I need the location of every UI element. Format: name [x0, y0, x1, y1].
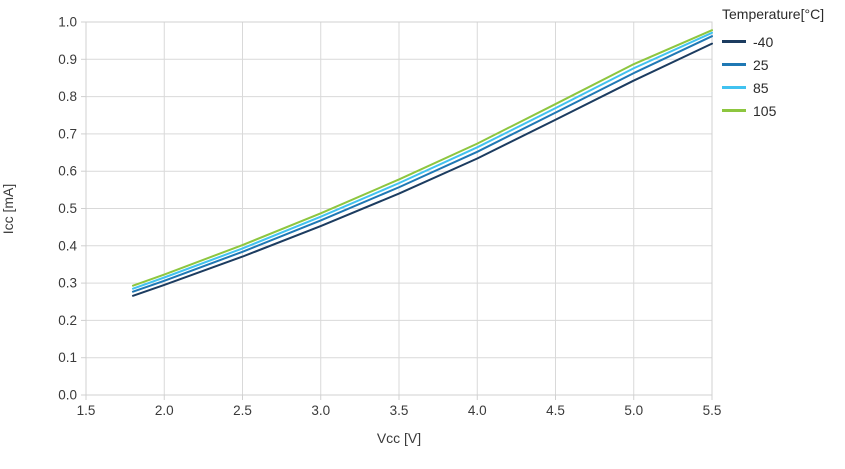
- x-tick-label: 2.0: [155, 403, 174, 418]
- y-axis-title: Icc [mA]: [0, 183, 16, 235]
- y-tick-label: 0.3: [58, 276, 77, 291]
- legend-label-25: 25: [753, 56, 769, 73]
- y-tick-label: 0.6: [58, 164, 77, 179]
- y-tick-label: 0.4: [58, 238, 77, 253]
- legend-item-25: 25: [722, 53, 842, 76]
- series-line-swatch-105: [722, 109, 746, 112]
- x-tick-label: 4.5: [546, 403, 565, 418]
- y-tick-label: 0.9: [58, 52, 77, 67]
- legend: Temperature[°C] -40 25 85 105: [722, 6, 842, 122]
- series-line-swatch-minus40: [722, 40, 746, 43]
- x-tick-label: 2.5: [233, 403, 252, 418]
- y-tick-label: 0.8: [58, 89, 77, 104]
- y-tick-label: 0.0: [58, 388, 77, 403]
- x-tick-label: 5.0: [624, 403, 643, 418]
- y-tick-label: 0.2: [58, 313, 77, 328]
- legend-label-85: 85: [753, 79, 769, 96]
- x-tick-label: 3.0: [311, 403, 330, 418]
- x-tick-label: 1.5: [77, 403, 96, 418]
- y-tick-label: 0.1: [58, 350, 77, 365]
- series-line-swatch-85: [722, 86, 746, 89]
- legend-item-minus40: -40: [722, 30, 842, 53]
- legend-title: Temperature[°C]: [722, 6, 825, 22]
- y-tick-label: 0.5: [58, 201, 77, 216]
- x-axis-title: Vcc [V]: [376, 430, 422, 446]
- series-line-swatch-25: [722, 63, 746, 66]
- y-tick-label: 0.7: [58, 126, 77, 141]
- x-tick-label: 5.5: [703, 403, 722, 418]
- legend-label-minus40: -40: [753, 33, 774, 50]
- series-line-105: [131, 29, 713, 287]
- x-tick-label: 4.0: [468, 403, 487, 418]
- plot-border: [85, 21, 713, 396]
- legend-label-105: 105: [753, 102, 777, 119]
- series-line-25: [131, 35, 713, 293]
- legend-item-105: 105: [722, 99, 842, 122]
- x-tick-label: 3.5: [390, 403, 409, 418]
- legend-item-85: 85: [722, 76, 842, 99]
- series-line-85: [131, 31, 713, 290]
- series-line--40: [131, 42, 713, 297]
- y-tick-label: 1.0: [58, 15, 77, 30]
